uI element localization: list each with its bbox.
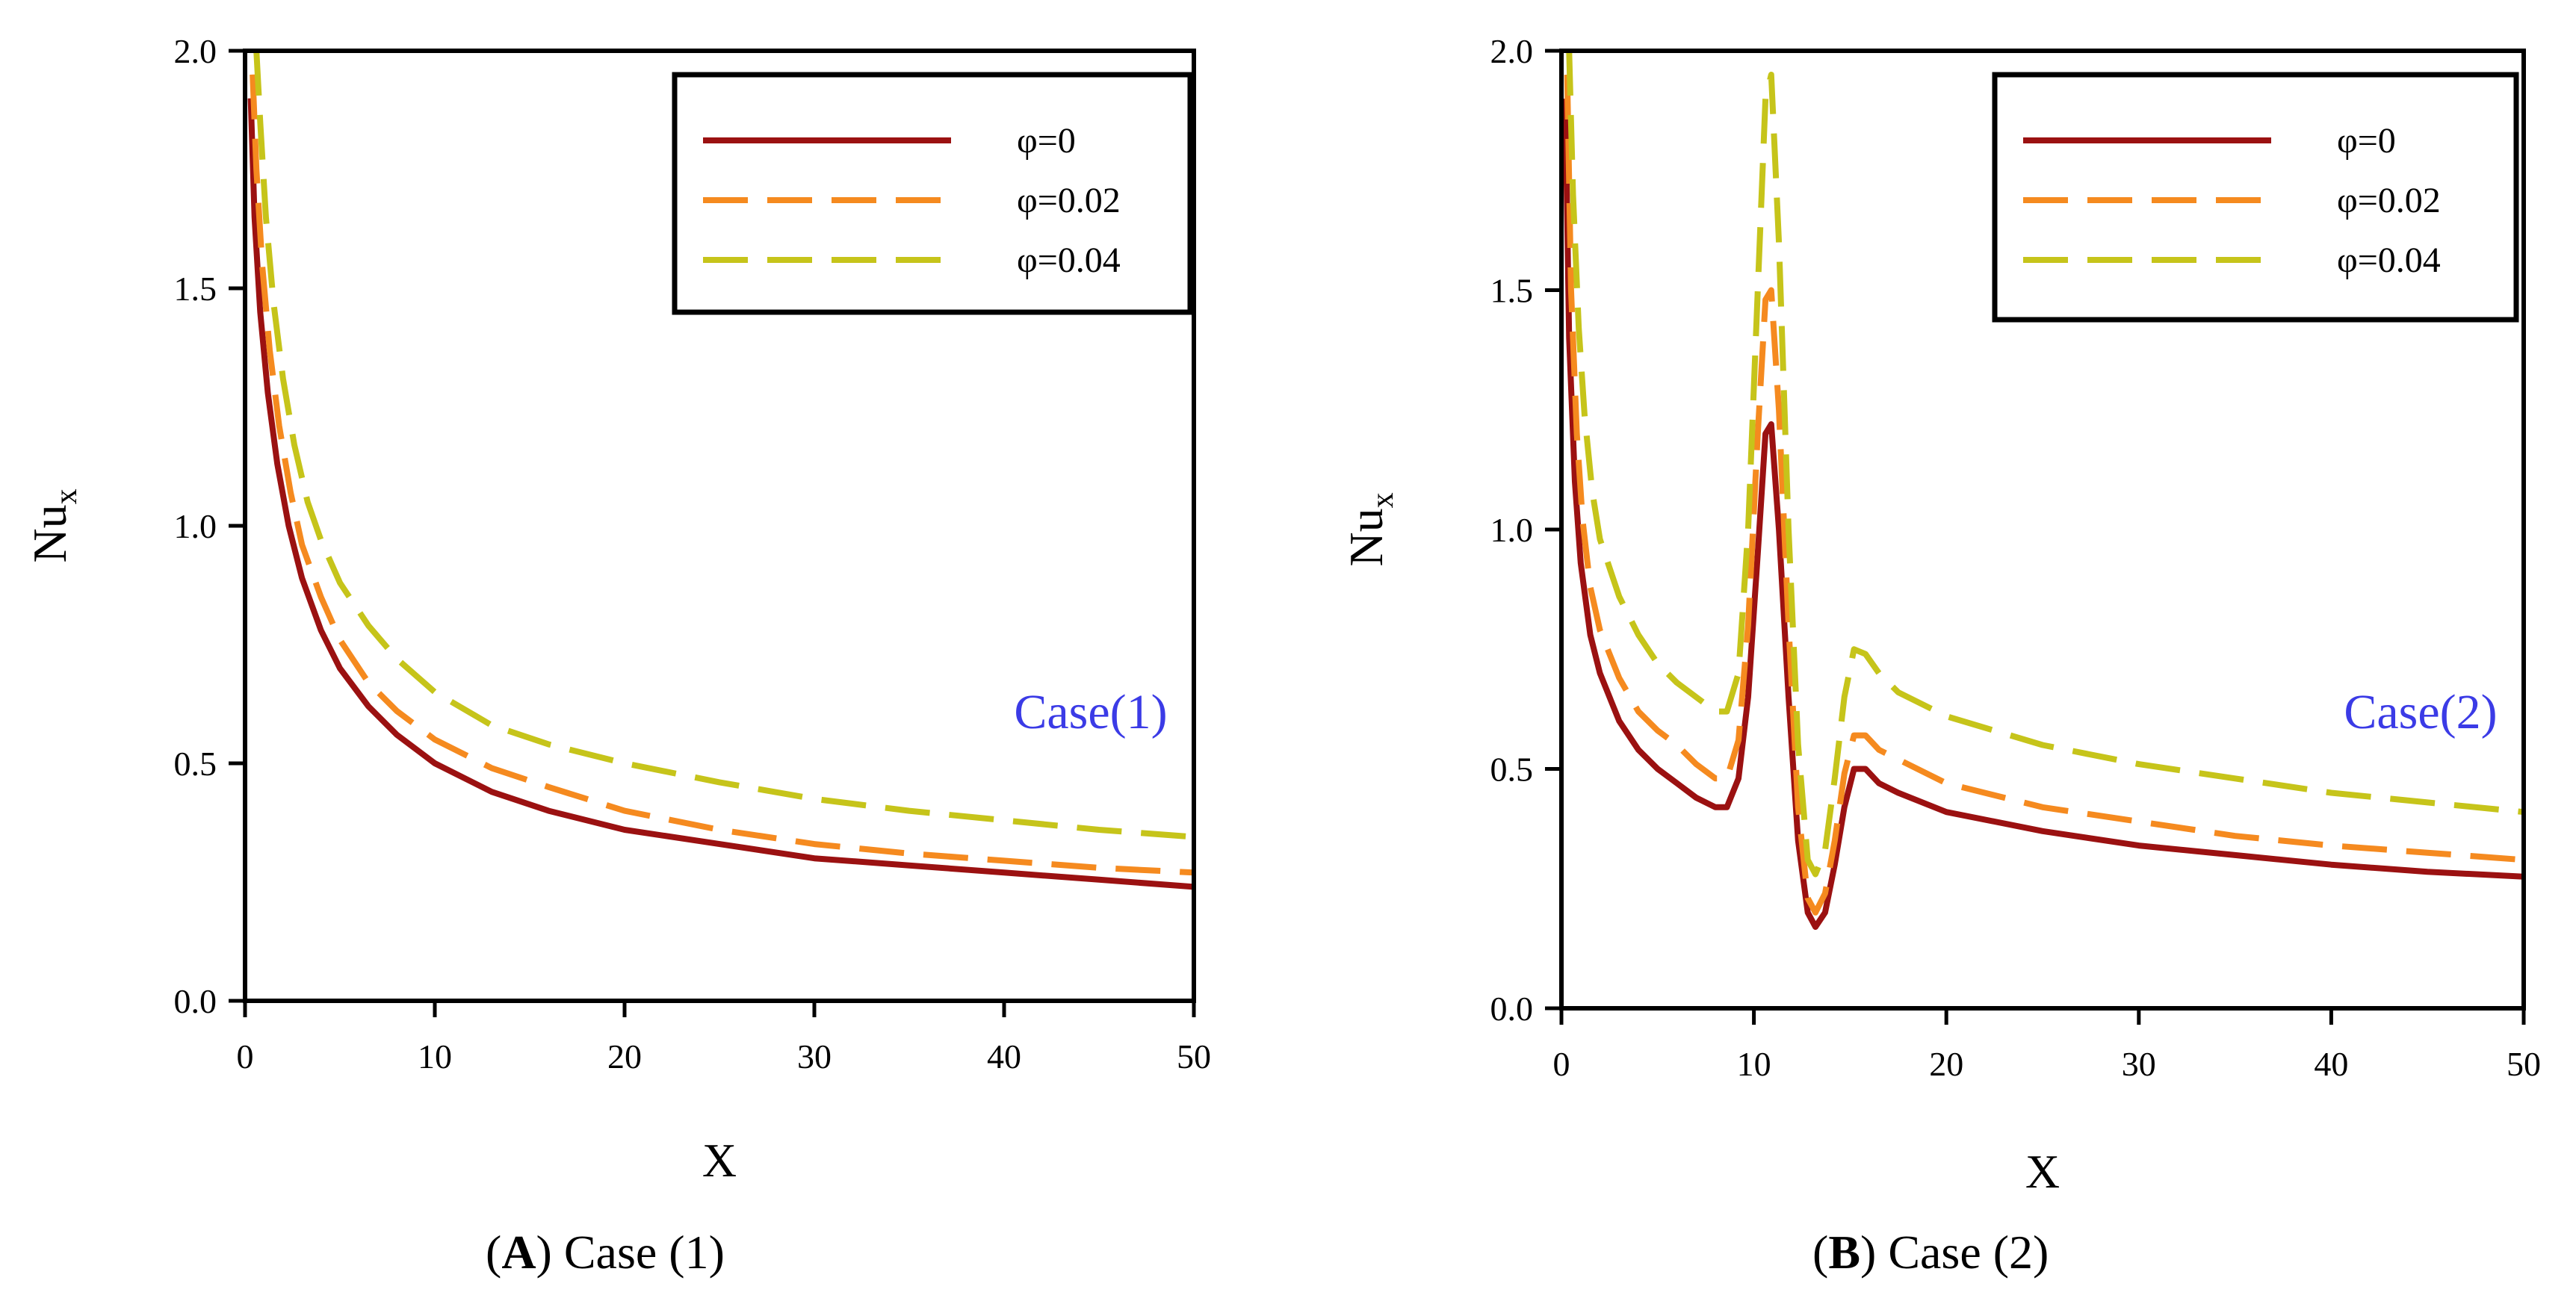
panel-b-series-2-line <box>1566 51 2524 878</box>
panel-a-ylabel-sub: x <box>49 488 84 504</box>
panel-a-series-2-line <box>253 51 1194 840</box>
panel-a-series-0-line <box>247 98 1194 890</box>
caption-b-text: Case (2) <box>1876 1226 2049 1279</box>
panel-a-xlabel: X <box>702 1134 737 1187</box>
panel-b-ytick-label-4: 2.0 <box>1490 32 1534 70</box>
panel-a-legend-label-2: φ=0.04 <box>1017 240 1121 280</box>
caption-a: (A) Case (1) <box>486 1225 725 1280</box>
panel-b-xtick-label-0: 0 <box>1553 1045 1570 1083</box>
panel-b-xtick-label-1: 10 <box>1737 1045 1771 1083</box>
panel-b-ytick-label-3: 1.5 <box>1490 272 1534 310</box>
panel-b-legend-label-1: φ=0.02 <box>2337 181 2441 220</box>
panel-b-series-0-line <box>1562 99 2524 930</box>
panel-a-xtick-label-3: 30 <box>797 1037 832 1076</box>
panel-a-annotation: Case(1) <box>1014 685 1167 739</box>
panel-b-legend-label-2: φ=0.04 <box>2337 240 2441 280</box>
caption-b-close: ) <box>1860 1226 1877 1279</box>
panel-a-ytick-label-0: 0.0 <box>174 982 217 1020</box>
panel-a-ytick-label-3: 1.5 <box>174 270 217 308</box>
panel-a-xtick-label-0: 0 <box>237 1037 254 1076</box>
panel-a-xtick-label-5: 50 <box>1177 1037 1211 1076</box>
panel-b-ytick-label-0: 0.0 <box>1490 990 1534 1028</box>
panel-b-ytick-label-2: 1.0 <box>1490 511 1534 549</box>
panel-a-xtick-label-4: 40 <box>987 1037 1021 1076</box>
caption-a-open: ( <box>486 1226 502 1279</box>
panel-b-xlabel: X <box>2025 1145 2060 1198</box>
panel-a-chart: 0 10 20 30 40 50 0.0 0.5 1.0 1.5 2.0 X Nux Case(1) φ=0… <box>23 32 1211 1187</box>
panel-a-xtick-label-2: 20 <box>607 1037 642 1076</box>
caption-a-text: Case (1) <box>551 1226 725 1279</box>
caption-b-letter: B <box>1828 1226 1860 1279</box>
panel-b-xtick-label-3: 30 <box>2122 1045 2156 1083</box>
panel-b-series-1-line <box>1564 74 2524 916</box>
panel-b-xtick-label-2: 20 <box>1929 1045 1963 1083</box>
panel-a-ytick-label-2: 1.0 <box>174 507 217 545</box>
panel-a-legend-label-1: φ=0.02 <box>1017 181 1121 220</box>
panel-b-ytick-label-1: 0.5 <box>1490 751 1534 789</box>
panel-a-ytick-label-4: 2.0 <box>174 32 217 70</box>
panel-b-legend-label-0: φ=0 <box>2337 121 2396 161</box>
caption-b: (B) Case (2) <box>1812 1225 2049 1280</box>
panel-a-xtick-label-1: 10 <box>418 1037 452 1076</box>
panel-b-xtick-label-5: 50 <box>2507 1045 2541 1083</box>
panel-a-series-1-line <box>250 74 1194 876</box>
panel-a-legend-box <box>672 72 1193 315</box>
panel-b-annotation: Case(2) <box>2344 685 2497 739</box>
panel-a-ylabel-main: Nu <box>23 504 76 562</box>
panel-b-chart: 0 10 20 30 40 50 0.0 0.5 1.0 1.5 2.0 X Nux Case(2) φ=0… <box>1340 32 2541 1198</box>
panel-b-ylabel-sub: x <box>1366 492 1400 508</box>
panel-b-ylabel: Nux <box>1340 492 1400 566</box>
panel-a-ytick-label-1: 0.5 <box>174 745 217 783</box>
panel-b-xtick-label-4: 40 <box>2314 1045 2348 1083</box>
caption-b-open: ( <box>1812 1226 1829 1279</box>
panel-a-legend-label-0: φ=0 <box>1017 121 1076 161</box>
caption-a-close: ) <box>536 1226 552 1279</box>
panel-b-ylabel-main: Nu <box>1340 508 1393 566</box>
panel-a-ylabel: Nux <box>23 488 84 562</box>
caption-a-letter: A <box>501 1226 536 1279</box>
